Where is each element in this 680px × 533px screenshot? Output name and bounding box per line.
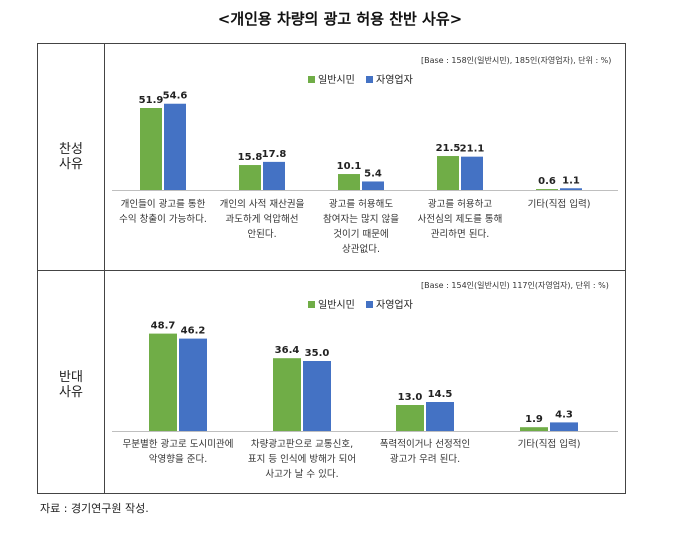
- row-label-support-line-1: 찬성: [59, 142, 83, 157]
- bar-general: [536, 189, 558, 190]
- legend-oppose: 일반시민 자영업자: [308, 296, 413, 311]
- category-label: 차량광고판으로 교통신호,: [251, 438, 353, 450]
- bar-general: [338, 174, 360, 190]
- data-label: 51.9: [139, 95, 164, 106]
- category-label: 광고가 우려 된다.: [390, 453, 460, 465]
- data-label: 35.0: [305, 348, 330, 359]
- label-column-divider: [104, 43, 105, 494]
- category-label: 폭력적이거나 선정적인: [380, 438, 470, 450]
- data-label: 10.1: [337, 161, 362, 172]
- category-label: 표지 등 인식에 방해가 되어: [248, 453, 356, 465]
- bar-self: [164, 103, 186, 190]
- bar-general: [437, 156, 459, 190]
- chart-frame: [37, 43, 626, 494]
- data-label: 54.6: [163, 91, 188, 102]
- data-label: 14.5: [428, 389, 453, 400]
- category-label: 광고를 허용해도: [329, 198, 393, 210]
- category-label: 무분별한 광고로 도시미관에: [123, 438, 234, 450]
- bar-self: [179, 338, 207, 431]
- legend-swatch-self-icon: [366, 301, 373, 308]
- category-label: 기타(직접 입력): [518, 438, 581, 450]
- bar-self: [426, 402, 454, 431]
- legend-label-general: 일반시민: [318, 300, 355, 311]
- category-label: 안된다.: [247, 228, 276, 240]
- bar-self: [303, 361, 331, 431]
- category-label: 악영향을 준다.: [149, 453, 207, 465]
- data-label: 1.9: [525, 414, 543, 425]
- category-label: 사고가 날 수 있다.: [265, 468, 338, 480]
- bar-general: [273, 358, 301, 431]
- data-label: 21.5: [436, 143, 461, 154]
- category-label: 개인들이 광고를 통한: [121, 198, 206, 210]
- section-divider: [37, 270, 626, 271]
- bar-self: [560, 188, 582, 190]
- category-label: 참여자는 많지 않을: [323, 213, 399, 225]
- base-note-support: [Base : 158인(일반시민), 185인(자영업자), 단위 : %): [421, 56, 612, 65]
- row-label-support: 찬성 사유: [41, 142, 101, 172]
- row-label-oppose-line-1: 반대: [59, 370, 83, 385]
- data-label: 1.1: [562, 175, 580, 186]
- data-label: 13.0: [398, 392, 423, 403]
- bar-general: [396, 405, 424, 431]
- data-label: 15.8: [238, 152, 263, 163]
- row-label-support-line-2: 사유: [59, 157, 83, 172]
- legend-label-self: 자영업자: [376, 75, 413, 86]
- bar-general: [140, 107, 162, 190]
- data-label: 17.8: [262, 149, 287, 160]
- data-label: 36.4: [275, 345, 300, 356]
- base-note-oppose: [Base : 154인(일반시민) 117인(자영업자), 단위 : %): [421, 281, 609, 290]
- legend-swatch-self-icon: [366, 76, 373, 83]
- category-label: 상관없다.: [342, 243, 380, 255]
- bar-self: [362, 181, 384, 190]
- legend-label-self: 자영업자: [376, 300, 413, 311]
- data-label: 48.7: [151, 321, 176, 332]
- category-label: 것이기 때문에: [333, 229, 388, 240]
- row-label-oppose-line-2: 사유: [59, 385, 83, 400]
- source-note: 자료 : 경기연구원 작성.: [40, 502, 149, 515]
- data-label: 5.4: [364, 168, 382, 179]
- category-label: 기타(직접 입력): [528, 198, 591, 210]
- bar-general: [149, 333, 177, 431]
- data-label: 21.1: [460, 144, 485, 155]
- bar-self: [263, 161, 285, 190]
- bar-self: [461, 156, 483, 190]
- legend-swatch-general-icon: [308, 301, 315, 308]
- category-label: 관리하면 된다.: [431, 228, 489, 240]
- data-label: 4.3: [555, 409, 573, 420]
- bar-general: [520, 427, 548, 431]
- data-label: 0.6: [538, 176, 556, 187]
- legend-support: 일반시민 자영업자: [308, 71, 413, 86]
- bar-self: [550, 422, 578, 431]
- category-label: 사전심의 제도를 통해: [418, 213, 503, 225]
- row-label-oppose: 반대 사유: [41, 370, 101, 400]
- data-label: 46.2: [181, 326, 206, 337]
- category-label: 과도하게 억압해선: [226, 213, 299, 225]
- bar-general: [239, 165, 261, 190]
- legend-label-general: 일반시민: [318, 75, 355, 86]
- category-label: 개인의 사적 재산권을: [220, 198, 305, 210]
- legend-swatch-general-icon: [308, 76, 315, 83]
- category-label: 광고를 허용하고: [428, 198, 492, 210]
- category-label: 수익 창출이 가능하다.: [119, 213, 207, 225]
- page-title: <개인용 차량의 광고 허용 찬반 사유>: [217, 10, 463, 28]
